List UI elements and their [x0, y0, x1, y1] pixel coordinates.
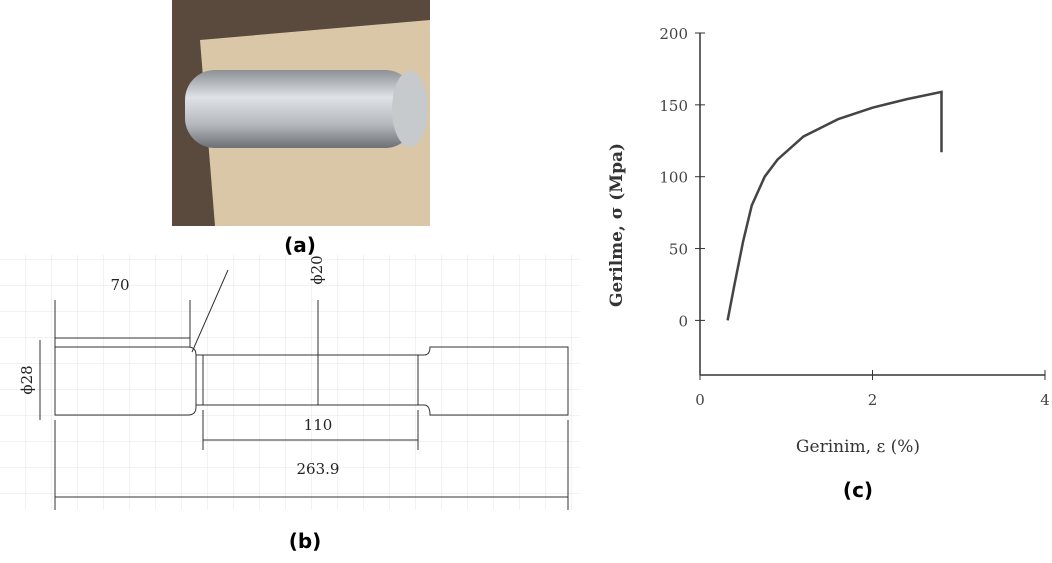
technical-drawing [0, 255, 580, 510]
chart: 0 50 100 150 200 0 2 4 [659, 25, 1049, 409]
y-tick-label: 50 [669, 241, 688, 259]
x-axis-label: Gerinim, ε (%) [796, 437, 920, 457]
photo [172, 0, 430, 226]
y-tick-label: 100 [659, 169, 688, 187]
dimension: ϕ20 [308, 255, 326, 284]
data-line [726, 90, 943, 321]
x-tick-label: 0 [695, 391, 705, 409]
panel-label: (a) [284, 233, 316, 257]
x-tick-label: 2 [868, 391, 878, 409]
y-axis-label: Gerilme, σ (Mpa) [607, 143, 627, 307]
panel-label: (b) [289, 529, 322, 553]
x-tick-label: 4 [1040, 391, 1050, 409]
y-tick-label: 200 [659, 25, 688, 43]
dimension: 110 [304, 416, 333, 434]
dimension: 263.9 [297, 460, 340, 478]
y-tick-label: 0 [678, 312, 688, 330]
panel-label: (c) [843, 478, 873, 502]
y-tick-label: 150 [659, 97, 688, 115]
dimension: ϕ28 [18, 365, 36, 394]
dimension: 70 [110, 276, 129, 294]
